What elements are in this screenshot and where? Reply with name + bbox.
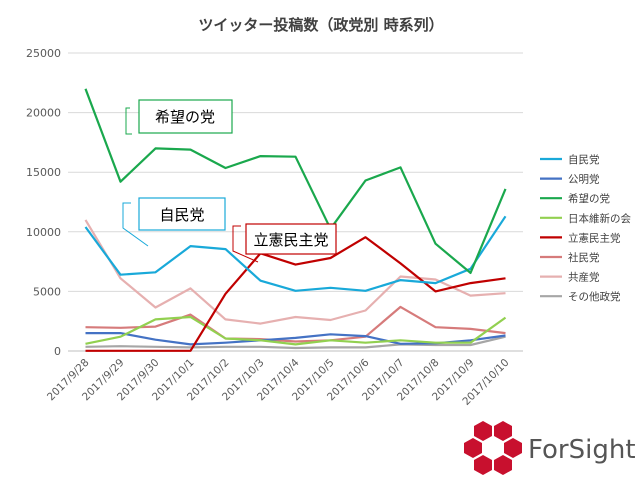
callout-jimin-label: 自民党 (159, 206, 204, 224)
legend-label: 自民党 (568, 153, 600, 166)
y-tick-label: 10000 (26, 226, 61, 239)
series-line-7 (85, 335, 506, 350)
legend-label: 日本維新の会 (568, 212, 631, 225)
logo-text: ForSight (528, 435, 636, 465)
forsight-logo: ForSight (464, 421, 636, 475)
series-line-4 (85, 236, 506, 352)
callout-jimin: 自民党 (122, 197, 226, 247)
chart-title: ツイッター投稿数（政党別 時系列） (198, 16, 443, 34)
legend-label: 希望の党 (568, 192, 610, 205)
legend-label: 共産党 (568, 271, 600, 284)
y-tick-label: 15000 (26, 166, 61, 179)
legend-label: 立憲民主党 (568, 231, 621, 244)
y-tick-label: 0 (54, 345, 61, 358)
hexagon-logo-icon (464, 421, 522, 475)
series-lines (84, 88, 507, 352)
callout-kibou-label: 希望の党 (155, 108, 215, 126)
series-line-5 (85, 305, 506, 343)
callout-rikken-label: 立憲民主党 (253, 231, 328, 249)
x-axis: 2017/9/282017/9/292017/9/302017/10/12017… (45, 356, 512, 408)
y-axis: 0 5000 10000 15000 20000 25000 (26, 47, 61, 358)
series-line-3 (85, 315, 507, 346)
gridlines (68, 52, 523, 352)
series-line-2 (84, 88, 507, 274)
legend-label: 公明党 (568, 173, 600, 186)
legend-label: その他政党 (568, 290, 621, 303)
series-line-6 (84, 219, 506, 325)
series-line-0 (84, 215, 507, 292)
y-tick-label: 20000 (26, 107, 61, 120)
y-tick-label: 25000 (26, 47, 61, 60)
legend-label: 社民党 (568, 251, 600, 264)
y-tick-label: 5000 (33, 285, 61, 298)
callout-rikken: 立憲民主党 (232, 223, 337, 263)
callout-kibou: 希望の党 (125, 99, 233, 135)
